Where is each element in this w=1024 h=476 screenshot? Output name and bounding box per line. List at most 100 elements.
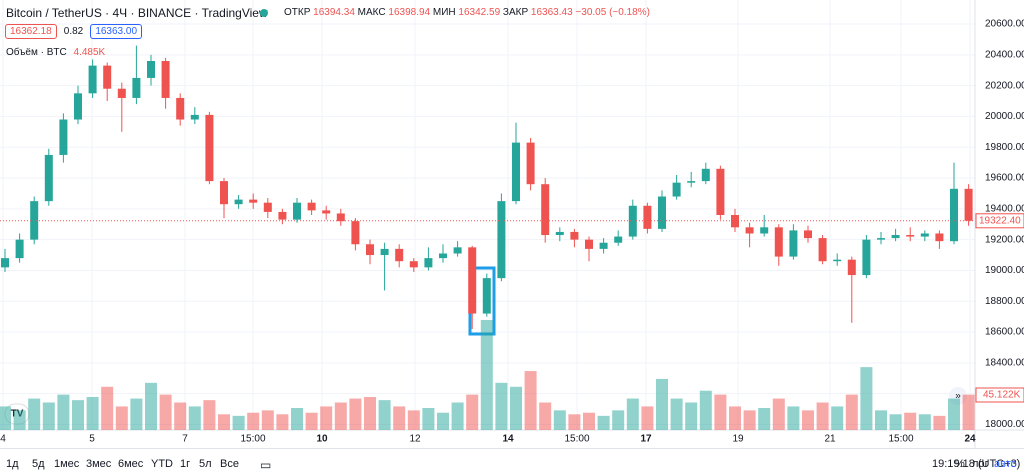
candle-body — [614, 236, 623, 243]
range-button[interactable]: 6мес — [118, 458, 144, 470]
y-tick-label: 20600.00 — [985, 19, 1024, 30]
x-tick-label: 15:00 — [240, 434, 265, 445]
volume-bar — [948, 398, 960, 430]
volume-bar — [261, 410, 274, 430]
x-tick-label: 7 — [182, 434, 188, 445]
candle-body — [847, 259, 856, 276]
buy-button[interactable]: 16363.00 — [90, 24, 143, 39]
x-tick-label: 15:00 — [564, 434, 589, 445]
candle-body — [701, 168, 710, 182]
volume-bar — [232, 415, 245, 430]
candle-body — [366, 244, 374, 256]
volume-bar — [218, 414, 230, 430]
volume-bar — [685, 402, 698, 430]
candle-body — [950, 188, 958, 242]
range-button[interactable]: 1г — [180, 458, 191, 470]
volume-bar — [510, 386, 522, 430]
volume-tag-label: 45.122K — [983, 390, 1021, 401]
candle-body — [293, 202, 301, 220]
scroll-icon[interactable]: » — [955, 391, 961, 402]
volume-bar — [656, 378, 668, 430]
volume-bar — [802, 410, 814, 430]
candle-body — [147, 60, 155, 78]
candle-body — [395, 248, 404, 262]
y-tick-label: 19600.00 — [985, 173, 1024, 184]
volume-bar — [451, 402, 464, 430]
volume-bar — [291, 408, 303, 430]
volume-bar — [729, 406, 741, 430]
volume-bar — [553, 410, 566, 430]
x-tick-label: 17 — [640, 434, 652, 445]
y-tick-label: 19800.00 — [985, 142, 1024, 153]
sell-button[interactable]: 16362.18 — [5, 24, 57, 39]
log-button[interactable]: лог — [972, 458, 989, 470]
volume-legend: Объём · BTC 4.485K — [6, 47, 105, 58]
volume-bar — [918, 414, 931, 430]
quote-row: 16362.18 0.82 16363.00 — [5, 24, 143, 39]
volume-bar — [86, 397, 99, 430]
candle-body — [59, 119, 68, 155]
volume-bar — [72, 400, 84, 430]
volume-bar — [743, 410, 756, 430]
candle-body — [906, 235, 915, 237]
range-button[interactable]: YTD — [151, 458, 173, 470]
volume-value: 4.485K — [73, 47, 106, 58]
volume-bar — [364, 397, 376, 430]
auto-button[interactable]: авто — [994, 458, 1017, 470]
candle-body — [161, 60, 170, 98]
y-tick-label: 20000.00 — [985, 111, 1024, 122]
volume-bar — [349, 398, 362, 430]
volume-bar — [845, 394, 858, 430]
volume-bar — [962, 394, 975, 430]
range-button[interactable]: 5л — [199, 458, 212, 470]
volume-tag — [975, 387, 1024, 403]
range-button[interactable]: 3мес — [86, 458, 112, 470]
candle-body — [541, 184, 550, 236]
value: 16398.94 — [388, 7, 431, 18]
spread: 0.82 — [63, 26, 84, 37]
candle-body — [599, 242, 608, 249]
candle-body — [1, 258, 9, 268]
date-range-icon[interactable]: ▭ — [260, 458, 272, 472]
volume-bar — [247, 412, 260, 430]
volume-bar — [480, 320, 493, 430]
candle-body — [132, 77, 141, 98]
volume-bar — [13, 410, 26, 430]
range-button[interactable]: 1д — [6, 458, 19, 470]
candle-body — [818, 238, 827, 262]
range-button[interactable]: 5д — [32, 458, 45, 470]
candle-body — [920, 233, 929, 237]
candle-body — [672, 182, 681, 197]
range-button[interactable]: Все — [220, 458, 239, 470]
volume-bar — [28, 398, 41, 430]
volume-bar — [174, 402, 187, 430]
volume-bar — [407, 410, 420, 430]
candle-body — [322, 210, 331, 214]
x-tick-label: 19 — [732, 434, 744, 445]
volume-bar — [670, 398, 683, 430]
volume-bar — [334, 402, 347, 430]
candle-body — [687, 181, 696, 183]
candle-body — [380, 248, 389, 256]
volume-bar — [904, 412, 917, 430]
candle-body — [497, 201, 506, 279]
candle-body — [307, 202, 316, 211]
volume-bar — [772, 398, 785, 430]
candle-body — [176, 97, 185, 120]
volume-bar — [101, 386, 114, 430]
percent-button[interactable]: % — [955, 458, 965, 470]
label: МИН — [432, 7, 456, 18]
candle-body — [336, 213, 345, 222]
volume-bar — [0, 406, 11, 430]
label: МАКС — [357, 7, 386, 18]
candle-body — [30, 201, 39, 240]
volume-bar — [130, 398, 143, 430]
price-tag-label: 19322.40 — [979, 215, 1021, 226]
candle-body — [570, 231, 579, 240]
volume-bar — [641, 406, 654, 430]
volume-bar — [393, 406, 406, 430]
candle-body — [716, 168, 725, 215]
range-button[interactable]: 1мес — [54, 458, 80, 470]
volume-bar — [437, 412, 449, 430]
value: 16363.43 — [530, 7, 573, 18]
